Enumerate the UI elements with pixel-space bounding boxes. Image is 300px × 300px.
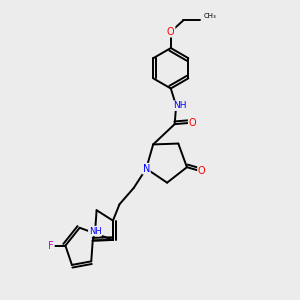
Text: NH: NH — [89, 226, 101, 236]
Text: O: O — [167, 27, 175, 37]
Text: CH₃: CH₃ — [203, 13, 216, 19]
Text: O: O — [189, 118, 196, 128]
Text: N: N — [142, 164, 150, 174]
Text: O: O — [198, 167, 206, 176]
Text: NH: NH — [173, 101, 187, 110]
Text: F: F — [48, 241, 54, 250]
